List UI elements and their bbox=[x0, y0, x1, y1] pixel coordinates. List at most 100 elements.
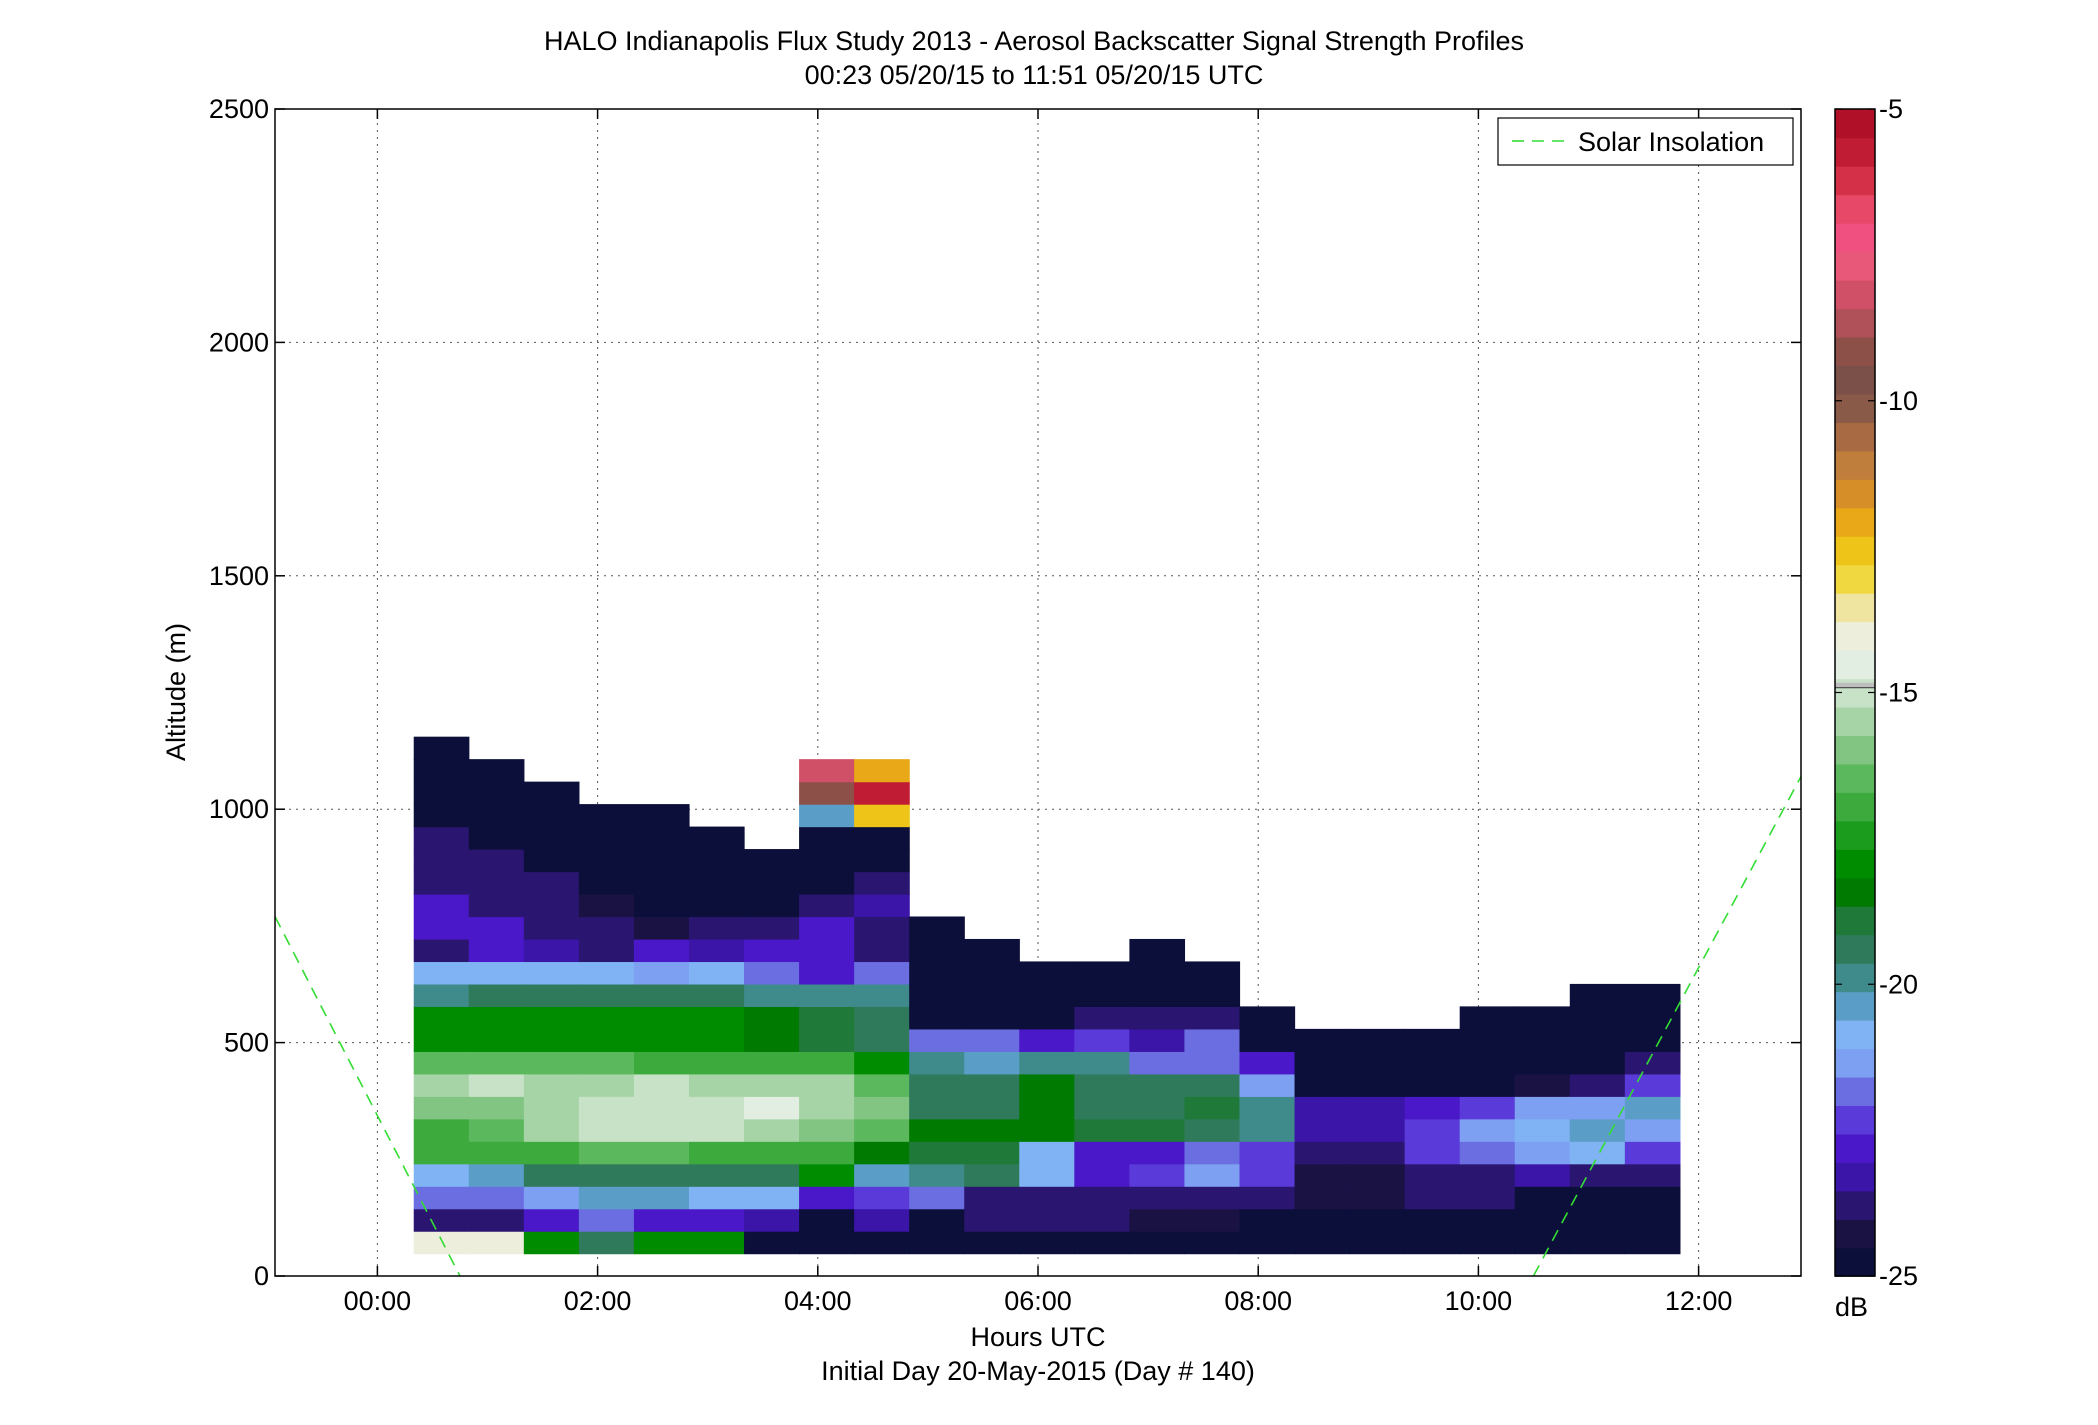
heatmap-cell bbox=[1569, 1163, 1626, 1187]
heatmap-cell bbox=[1459, 1208, 1516, 1232]
heatmap-cell bbox=[523, 961, 580, 985]
y-tick-label: 500 bbox=[224, 1028, 269, 1058]
heatmap-cell bbox=[799, 1073, 855, 1097]
heatmap-cell bbox=[799, 983, 855, 1007]
heatmap-cell bbox=[1294, 1118, 1351, 1142]
heatmap-cell bbox=[688, 871, 745, 895]
colorbar-segment bbox=[1835, 1019, 1875, 1050]
heatmap-cell bbox=[799, 871, 855, 895]
heatmap-cell bbox=[1129, 1073, 1186, 1097]
heatmap-cell bbox=[413, 938, 470, 963]
heatmap-cell bbox=[1569, 1118, 1626, 1142]
heatmap-cell bbox=[523, 781, 580, 805]
heatmap-cell bbox=[523, 1096, 580, 1120]
heatmap-cell bbox=[854, 1208, 910, 1232]
heatmap-cell bbox=[413, 1163, 470, 1187]
heatmap-cell bbox=[1569, 1186, 1626, 1210]
heatmap-cell bbox=[523, 1163, 580, 1187]
heatmap-cell bbox=[1569, 1231, 1626, 1255]
heatmap-cell bbox=[1294, 1073, 1351, 1097]
chart-title: HALO Indianapolis Flux Study 2013 - Aero… bbox=[544, 26, 1524, 56]
colorbar-segment bbox=[1835, 393, 1875, 423]
heatmap-cell bbox=[1404, 1073, 1461, 1097]
heatmap-cell bbox=[1514, 1051, 1571, 1075]
heatmap-cell bbox=[1184, 1051, 1241, 1075]
heatmap-cell bbox=[468, 1186, 525, 1210]
heatmap-cell bbox=[468, 916, 525, 940]
heatmap-cell bbox=[909, 1163, 965, 1187]
colorbar-segment bbox=[1835, 194, 1875, 224]
heatmap-cell bbox=[1074, 1231, 1130, 1255]
heatmap-cell bbox=[744, 961, 800, 985]
heatmap-cell bbox=[1129, 983, 1186, 1007]
heatmap-cell bbox=[1074, 983, 1130, 1007]
heatmap-cell bbox=[1569, 983, 1626, 1007]
x-tick-label: 02:00 bbox=[564, 1286, 632, 1316]
heatmap-cell bbox=[1184, 961, 1241, 985]
heatmap-cell bbox=[1349, 1163, 1406, 1187]
heatmap-cell bbox=[523, 983, 580, 1007]
colorbar-segment bbox=[1835, 934, 1875, 964]
colorbar-segment bbox=[1835, 849, 1875, 879]
colorbar-segment bbox=[1835, 621, 1875, 651]
heatmap-cell bbox=[688, 1208, 745, 1232]
heatmap-cells bbox=[413, 736, 1681, 1255]
x-tick-label: 04:00 bbox=[784, 1286, 852, 1316]
heatmap-cell bbox=[1624, 1163, 1681, 1187]
heatmap-cell bbox=[688, 1028, 745, 1052]
heatmap-cell bbox=[744, 1141, 800, 1165]
heatmap-cell bbox=[578, 1073, 635, 1097]
heatmap-cell bbox=[744, 1163, 800, 1187]
colorbar-segment bbox=[1835, 820, 1875, 850]
heatmap-cell bbox=[1349, 1208, 1406, 1232]
heatmap-cell bbox=[1459, 1118, 1516, 1142]
heatmap-cell bbox=[1459, 1141, 1516, 1165]
heatmap-cell bbox=[688, 1141, 745, 1165]
heatmap-cell bbox=[688, 1051, 745, 1075]
chart-subtitle: 00:23 05/20/15 to 11:51 05/20/15 UTC bbox=[805, 60, 1264, 90]
heatmap-cell bbox=[964, 1028, 1020, 1052]
colorbar-segment bbox=[1835, 1105, 1875, 1135]
solar-insolation-line bbox=[274, 916, 461, 1277]
colorbar-segment bbox=[1835, 991, 1875, 1021]
heatmap-cell bbox=[964, 1073, 1020, 1097]
heatmap-cell bbox=[964, 1231, 1020, 1255]
heatmap-cell bbox=[1624, 1096, 1681, 1120]
colorbar-segment bbox=[1835, 165, 1875, 196]
heatmap-cell bbox=[523, 1208, 580, 1232]
heatmap-cell bbox=[578, 1118, 635, 1142]
heatmap-cell bbox=[799, 1051, 855, 1075]
heatmap-cell bbox=[633, 1186, 690, 1210]
heatmap-cell bbox=[633, 849, 690, 873]
heatmap-cell bbox=[523, 1141, 580, 1165]
heatmap-cell bbox=[523, 1028, 580, 1052]
heatmap-cell bbox=[413, 961, 470, 985]
heatmap-cell bbox=[1129, 1141, 1186, 1165]
heatmap-cell bbox=[1569, 1051, 1626, 1075]
heatmap-cell bbox=[468, 1096, 525, 1120]
heatmap-cell bbox=[1074, 1163, 1130, 1187]
colorbar-segment bbox=[1835, 279, 1875, 310]
heatmap-cell bbox=[633, 826, 690, 850]
heatmap-cell bbox=[1239, 1231, 1296, 1255]
heatmap-cell bbox=[854, 1051, 910, 1075]
heatmap-cell bbox=[909, 1231, 965, 1255]
heatmap-cell bbox=[1019, 1006, 1075, 1030]
heatmap-cell bbox=[578, 894, 635, 918]
heatmap-cell bbox=[468, 1006, 525, 1030]
heatmap-cell bbox=[413, 826, 470, 850]
heatmap-cell bbox=[1459, 1231, 1516, 1255]
heatmap-cell bbox=[1239, 1118, 1296, 1142]
heatmap-cell bbox=[413, 1073, 470, 1097]
heatmap-cell bbox=[633, 1096, 690, 1120]
heatmap-cell bbox=[633, 983, 690, 1007]
colorbar-segment bbox=[1835, 1133, 1875, 1163]
heatmap-cell bbox=[1349, 1141, 1406, 1165]
heatmap-cell bbox=[633, 938, 690, 963]
heatmap-cell bbox=[799, 1231, 855, 1255]
heatmap-cell bbox=[468, 894, 525, 918]
heatmap-cell bbox=[854, 1096, 910, 1120]
heatmap-cell bbox=[1129, 1006, 1186, 1030]
colorbar-segment bbox=[1835, 564, 1875, 594]
heatmap-cell bbox=[413, 759, 470, 783]
